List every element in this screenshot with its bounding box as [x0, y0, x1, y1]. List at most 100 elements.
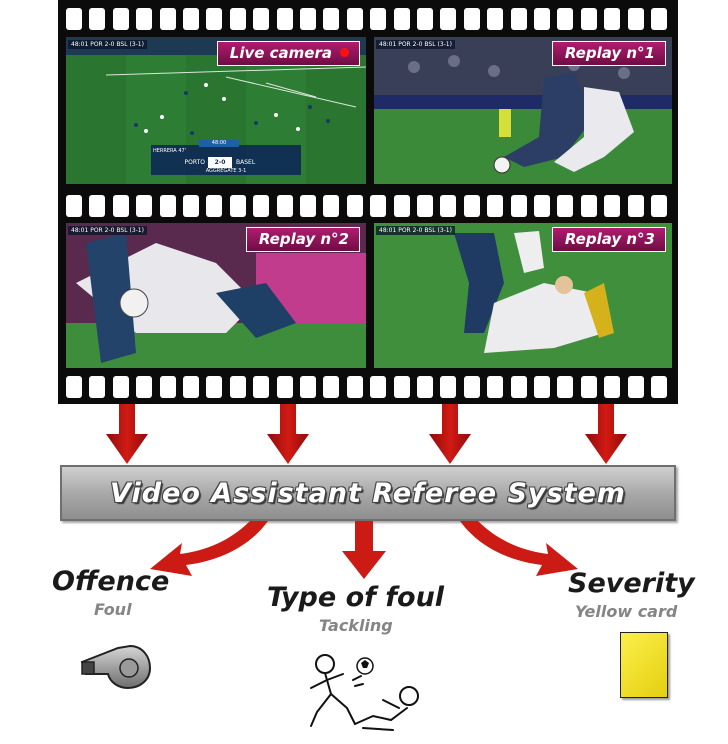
- film-perforation: [557, 8, 574, 30]
- frame-label-replay-2: Replay n°2: [245, 227, 360, 252]
- frame-label-replay-1: Replay n°1: [551, 41, 666, 66]
- severity-title: Severity: [568, 568, 695, 599]
- film-perforation: [229, 8, 246, 30]
- film-perforations-middle: [66, 195, 670, 217]
- film-perforation: [229, 195, 246, 217]
- down-arrow-icon: [106, 404, 148, 464]
- severity-value: Yellow card: [575, 602, 678, 621]
- curved-arrow-right-icon: [460, 521, 578, 576]
- home-short: POR: [90, 227, 103, 234]
- film-perforation: [651, 376, 667, 398]
- minute-box: 48:00: [211, 140, 227, 146]
- frame-label-live: Live camera: [216, 41, 360, 66]
- yellow-card-icon: [620, 632, 668, 698]
- replay-1-frame: 48:01 POR 2-0 BSL (3-1) Replay n°1: [374, 37, 672, 184]
- film-perforations-bottom: [66, 376, 670, 398]
- away-team: BASEL: [236, 159, 256, 166]
- film-perforation: [159, 376, 176, 398]
- var-system-title: Video Assistant Referee System: [110, 477, 626, 509]
- film-perforation: [487, 376, 504, 398]
- film-perforation: [440, 8, 457, 30]
- film-perforation: [229, 376, 246, 398]
- film-perforation: [112, 195, 129, 217]
- film-perforation: [463, 195, 480, 217]
- film-perforation: [136, 195, 153, 217]
- film-perforation: [651, 195, 667, 217]
- film-perforation: [66, 376, 82, 398]
- score: 2-0: [104, 227, 115, 234]
- film-perforation: [627, 376, 644, 398]
- film-perforation: [300, 376, 316, 398]
- film-perforation: [346, 376, 363, 398]
- film-perforation: [627, 8, 644, 30]
- film-perforation: [323, 8, 340, 30]
- film-perforation: [510, 8, 527, 30]
- away-short: BSL: [424, 41, 436, 48]
- film-perforation: [183, 195, 199, 217]
- film-perforation: [463, 8, 480, 30]
- input-arrows: [106, 404, 627, 464]
- aggregate-caption: AGGREGATE 3-1: [205, 168, 247, 174]
- film-perforation: [627, 195, 644, 217]
- film-perforation: [370, 195, 387, 217]
- film-perforation: [487, 8, 504, 30]
- away-short: BSL: [116, 227, 128, 234]
- film-perforation: [112, 8, 129, 30]
- home-short: POR: [398, 41, 411, 48]
- film-perforation: [417, 8, 433, 30]
- frame-label-replay-3: Replay n°3: [551, 227, 666, 252]
- aggregate-short: (3-1): [129, 227, 144, 234]
- tackle-sketch-icon: [310, 654, 419, 731]
- film-perforation: [253, 195, 270, 217]
- live-camera-frame: 48:01 POR 2-0 BSL (3-1) 48:00 HERRERA 47…: [66, 37, 366, 184]
- film-perforation: [206, 376, 223, 398]
- foul-type-title: Type of foul: [267, 582, 445, 613]
- film-perforation: [604, 195, 621, 217]
- film-perforation: [112, 376, 129, 398]
- film-perforation: [253, 376, 270, 398]
- film-perforation: [276, 8, 293, 30]
- aggregate-short: (3-1): [437, 41, 452, 48]
- frame-label-text: Live camera: [229, 44, 332, 62]
- film-perforation: [393, 8, 410, 30]
- film-perforation: [136, 376, 153, 398]
- var-system-box: Video Assistant Referee System: [60, 465, 676, 521]
- offence-value: Foul: [94, 600, 132, 619]
- film-perforation: [323, 376, 340, 398]
- match-clock: 48:01: [71, 227, 89, 234]
- film-perforation: [206, 195, 223, 217]
- home-short: POR: [398, 227, 411, 234]
- film-perforation: [183, 376, 199, 398]
- film-perforation: [66, 8, 82, 30]
- film-perforation: [300, 8, 316, 30]
- foul-type-value: Tackling: [319, 616, 393, 635]
- down-arrow-icon: [342, 521, 386, 579]
- film-perforation: [510, 195, 527, 217]
- match-clock: 48:01: [71, 41, 89, 48]
- film-perforation: [604, 376, 621, 398]
- film-perforation: [66, 195, 82, 217]
- film-perforation: [276, 376, 293, 398]
- away-short: BSL: [116, 41, 128, 48]
- live-recording-icon: [340, 48, 349, 57]
- film-perforation: [534, 195, 550, 217]
- curved-arrow-left-icon: [150, 521, 268, 576]
- film-perforation: [89, 195, 106, 217]
- film-perforation: [276, 195, 293, 217]
- film-perforation: [300, 195, 316, 217]
- film-perforation: [417, 195, 433, 217]
- film-perforation: [580, 376, 597, 398]
- aggregate-short: (3-1): [437, 227, 452, 234]
- film-perforation: [206, 8, 223, 30]
- down-arrow-icon: [267, 404, 309, 464]
- film-perforations-top: [66, 8, 670, 30]
- film-perforation: [253, 8, 270, 30]
- film-perforation: [580, 8, 597, 30]
- scorebug: 48:01 POR 2-0 BSL (3-1): [376, 40, 455, 49]
- film-perforation: [346, 8, 363, 30]
- film-perforation: [159, 8, 176, 30]
- match-clock: 48:01: [379, 41, 397, 48]
- film-perforation: [557, 195, 574, 217]
- film-perforation: [183, 8, 199, 30]
- film-perforation: [534, 376, 550, 398]
